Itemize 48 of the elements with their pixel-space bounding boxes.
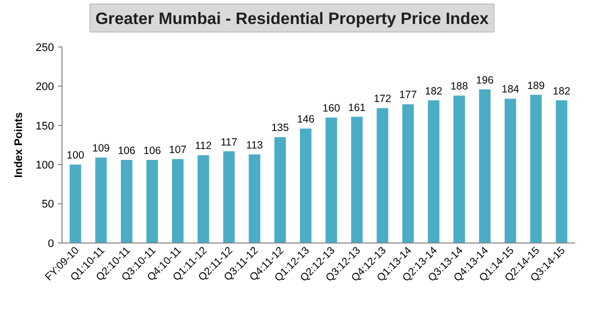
data-label: 161 (348, 102, 366, 114)
data-label: 182 (424, 85, 443, 98)
bar (479, 89, 491, 243)
data-label: 113 (246, 139, 264, 152)
data-label: 107 (169, 144, 187, 156)
y-axis-title: Index Points (13, 112, 25, 178)
chart-title: Greater Mumbai - Residential Property Price Index (95, 10, 490, 28)
bar (70, 164, 82, 243)
bar (402, 104, 414, 243)
data-label: 117 (220, 136, 238, 148)
data-label: 177 (399, 89, 417, 102)
bar (146, 160, 158, 243)
data-label: 172 (374, 93, 392, 106)
bar (530, 94, 542, 243)
data-label: 146 (296, 114, 315, 126)
bar (274, 137, 286, 243)
bar (351, 116, 363, 243)
bar (300, 128, 312, 243)
bar (326, 118, 338, 243)
data-label: 160 (322, 102, 340, 115)
data-label: 112 (194, 140, 212, 152)
bar (453, 96, 465, 243)
y-tick-label: 0 (48, 238, 54, 250)
bar (120, 160, 132, 243)
data-label: 106 (118, 144, 136, 157)
data-label: 182 (552, 85, 570, 98)
bar (504, 98, 516, 243)
bar (428, 100, 440, 243)
data-label: 189 (527, 80, 545, 92)
data-label: 188 (450, 80, 468, 93)
bar (556, 100, 568, 243)
y-tick-label: 200 (36, 81, 54, 94)
y-tick-label: 250 (36, 42, 54, 54)
data-label: 109 (92, 142, 110, 155)
data-label: 135 (271, 122, 290, 134)
bar (198, 155, 210, 243)
data-label: 100 (66, 150, 84, 162)
data-label: 196 (476, 74, 494, 86)
bar (376, 108, 388, 243)
data-label: 106 (143, 144, 162, 157)
y-tick-label: 50 (42, 198, 54, 211)
bar (223, 151, 235, 243)
y-tick-label: 150 (36, 120, 54, 132)
bar (172, 159, 184, 243)
bar (95, 158, 107, 243)
data-label: 184 (502, 84, 520, 96)
bar (248, 154, 260, 243)
y-tick-label: 100 (36, 159, 54, 172)
